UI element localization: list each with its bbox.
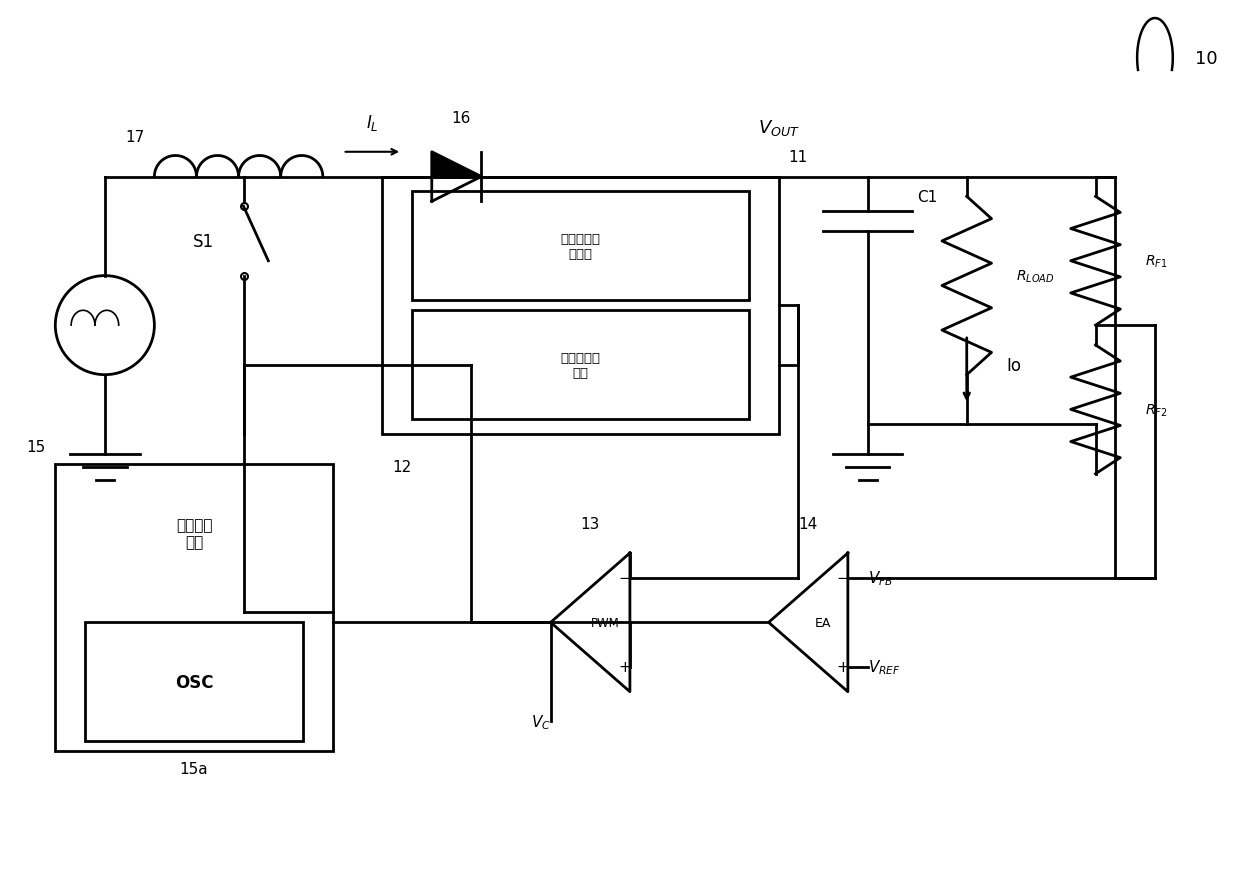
Text: 17: 17 xyxy=(125,131,144,145)
Text: $V_C$: $V_C$ xyxy=(531,713,551,731)
Bar xyxy=(56,464,332,751)
Text: Io: Io xyxy=(1007,357,1022,375)
Text: 电感电流检
测单元: 电感电流检 测单元 xyxy=(560,232,600,260)
Text: $R_{F1}$: $R_{F1}$ xyxy=(1145,253,1168,270)
Text: 逻辑控制
单元: 逻辑控制 单元 xyxy=(176,518,212,550)
Text: 14: 14 xyxy=(799,516,818,531)
Text: 16: 16 xyxy=(451,111,471,125)
Text: 斜坡信号发
生器: 斜坡信号发 生器 xyxy=(560,351,600,379)
Bar xyxy=(412,192,749,301)
Bar xyxy=(86,622,303,741)
Text: $R_{F2}$: $R_{F2}$ xyxy=(1145,401,1168,418)
Text: $R_{LOAD}$: $R_{LOAD}$ xyxy=(1017,268,1055,284)
Text: $V_{OUT}$: $V_{OUT}$ xyxy=(758,118,800,138)
Text: $V_{REF}$: $V_{REF}$ xyxy=(868,658,900,677)
Text: OSC: OSC xyxy=(175,673,213,691)
Bar xyxy=(412,311,749,420)
Polygon shape xyxy=(551,553,630,692)
Polygon shape xyxy=(769,553,848,692)
Bar xyxy=(382,177,779,434)
Text: −: − xyxy=(619,570,631,586)
Text: +: + xyxy=(837,660,849,675)
Text: 10: 10 xyxy=(1194,49,1218,68)
Polygon shape xyxy=(432,153,481,202)
Text: 15a: 15a xyxy=(180,761,208,776)
Text: $I_L$: $I_L$ xyxy=(366,113,378,133)
Text: EA: EA xyxy=(815,616,831,629)
Text: S1: S1 xyxy=(193,232,215,250)
Text: PWM: PWM xyxy=(590,616,620,629)
Text: 15: 15 xyxy=(26,440,46,454)
Text: $V_{FB}$: $V_{FB}$ xyxy=(868,569,893,587)
Text: C1: C1 xyxy=(918,190,937,205)
Text: +: + xyxy=(619,660,631,675)
Text: 12: 12 xyxy=(392,460,412,475)
Text: 11: 11 xyxy=(789,150,807,165)
Text: −: − xyxy=(837,570,849,586)
Text: 13: 13 xyxy=(580,516,600,531)
